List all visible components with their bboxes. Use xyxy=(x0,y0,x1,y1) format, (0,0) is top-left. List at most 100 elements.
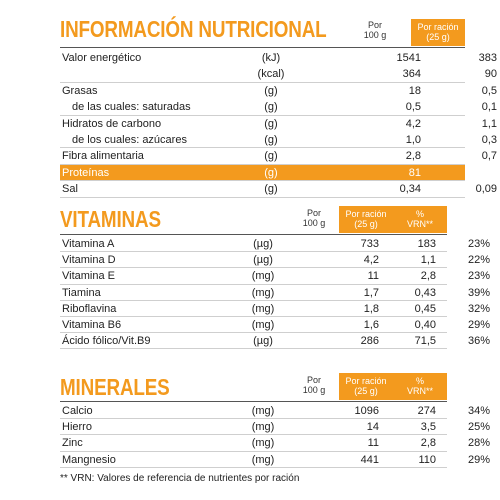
header-por-line1: Por xyxy=(306,208,321,218)
vitaminas-title: VITAMINAS xyxy=(60,206,161,232)
row-unit: (mg) xyxy=(251,319,275,331)
row-vrn: 29% xyxy=(467,319,490,331)
row-divider xyxy=(60,114,465,116)
row-per100: 441 xyxy=(360,453,379,466)
table-row: Mangnesio (mg) 441 110 29% xyxy=(60,452,490,468)
row-per100: 1541 xyxy=(396,52,421,64)
table-row: Tiamina (mg) 1,7 0,43 39% xyxy=(60,285,490,301)
row-divider xyxy=(60,466,447,468)
row-unit: (mg) xyxy=(251,302,275,315)
table-row: Riboflavina (mg) 1,8 0,45 32% xyxy=(60,301,490,317)
row-divider xyxy=(60,434,447,436)
row-unit: (mg) xyxy=(251,405,275,417)
row-per100: 4,2 xyxy=(363,254,379,267)
row-label: Hidratos de carbono xyxy=(62,117,162,130)
row-racion: 0,43 xyxy=(414,286,436,299)
minerales-title: MINERALES xyxy=(60,374,170,400)
table-row: Calcio (mg) 1096 274 34% xyxy=(60,403,490,419)
row-unit: (g) xyxy=(264,166,278,179)
table-row: de los cuales: azúcares (g) 1,0 0,3 xyxy=(60,132,497,148)
row-divider xyxy=(60,418,447,420)
table-row: Sal (g) 0,34 0,09 xyxy=(60,181,497,197)
row-unit: (kJ) xyxy=(261,52,281,64)
row-label: Fibra alimentaria xyxy=(62,150,144,163)
row-vrn: 25% xyxy=(467,421,490,434)
row-divider xyxy=(60,147,465,149)
nutricional-header-por: Por 100 g xyxy=(350,20,400,40)
row-per100: 2,8 xyxy=(405,150,421,163)
row-vrn: 23% xyxy=(467,270,490,283)
row-racion: 110 xyxy=(418,453,436,466)
row-label: Zinc xyxy=(62,437,83,450)
row-unit: (g) xyxy=(264,183,278,196)
row-unit: (µg) xyxy=(253,335,273,348)
row-unit: (mg) xyxy=(251,286,275,299)
table-row: Valor energético (kJ) 1541 383 xyxy=(60,50,497,66)
row-racion: 383 xyxy=(478,52,497,64)
row-divider xyxy=(60,283,447,285)
minerales-header-vrn: % VRN** xyxy=(393,373,447,400)
header-por-line2: 100 g xyxy=(302,385,326,395)
row-label: Hierro xyxy=(62,421,92,434)
row-divider xyxy=(60,163,465,165)
header-por-line2: 100 g xyxy=(363,30,387,40)
table-row: Ácido fólico/Vit.B9 (µg) 286 71,5 36% xyxy=(60,333,490,349)
table-row: Zinc (mg) 11 2,8 28% xyxy=(60,435,490,451)
row-vrn: 39% xyxy=(467,286,490,299)
footnote: ** VRN: Valores de referencia de nutrien… xyxy=(60,473,300,484)
row-per100: 14 xyxy=(366,421,379,434)
row-label: Vitamina B6 xyxy=(62,319,122,331)
row-divider xyxy=(60,251,447,253)
table-row: Vitamina E (mg) 11 2,8 23% xyxy=(60,268,490,284)
vitaminas-header-divider xyxy=(60,234,447,235)
row-label: Mangnesio xyxy=(62,453,116,466)
row-unit: (µg) xyxy=(253,238,273,250)
row-divider xyxy=(60,299,447,301)
table-row: de las cuales: saturadas (g) 0,5 0,1 xyxy=(60,99,497,115)
row-divider xyxy=(60,196,465,198)
row-per100: 1096 xyxy=(354,405,379,417)
row-racion: 0,7 xyxy=(481,150,497,163)
table-row: Fibra alimentaria (g) 2,8 0,7 xyxy=(60,148,497,164)
row-racion: 183 xyxy=(417,238,436,250)
row-per100: 0,5 xyxy=(405,101,421,114)
row-racion: 274 xyxy=(417,405,436,417)
row-racion: 0,40 xyxy=(414,319,436,331)
row-label: Valor energético xyxy=(62,52,142,64)
header-por-line1: Por xyxy=(306,375,321,385)
table-row: Vitamina A (µg) 733 183 23% xyxy=(60,236,490,252)
row-vrn: 23% xyxy=(467,238,490,250)
table-row: (kcal) 364 90 xyxy=(60,66,497,82)
row-racion: 3,5 xyxy=(420,421,436,434)
header-vrn-line2: VRN** xyxy=(406,386,433,396)
header-racion-line2: (25 g) xyxy=(354,386,378,396)
row-label: Tiamina xyxy=(62,286,101,299)
row-label: Calcio xyxy=(62,405,93,417)
row-label: Ácido fólico/Vit.B9 xyxy=(62,335,151,348)
row-racion: 0,1 xyxy=(481,101,497,114)
row-vrn: 22% xyxy=(467,254,490,267)
row-divider xyxy=(60,267,447,269)
table-row: Hidratos de carbono (g) 4,2 1,1 xyxy=(60,116,497,132)
table-row: Proteínas (g) 81 20 xyxy=(60,164,497,181)
row-label: Vitamina E xyxy=(62,270,115,283)
row-per100: 81 xyxy=(408,166,421,179)
row-unit: (g) xyxy=(264,84,278,97)
vitaminas-header-racion: Por ración (25 g) xyxy=(339,206,393,233)
row-unit: (mg) xyxy=(251,453,275,466)
row-label: Proteínas xyxy=(62,166,110,179)
header-vrn-line1: % xyxy=(415,209,424,219)
row-vrn: 34% xyxy=(467,405,490,417)
minerales-header-racion: Por ración (25 g) xyxy=(339,373,393,400)
row-unit: (mg) xyxy=(251,270,275,283)
row-per100: 11 xyxy=(367,437,379,450)
row-unit: (µg) xyxy=(253,254,273,267)
header-vrn-line2: VRN** xyxy=(406,219,433,229)
row-unit: (g) xyxy=(264,101,278,114)
row-racion: 20 xyxy=(484,166,497,179)
row-per100: 733 xyxy=(360,238,379,250)
header-racion-line1: Por ración xyxy=(345,376,387,386)
table-row: Grasas (g) 18 0,5 xyxy=(60,83,497,99)
minerales-header-por: Por 100 g xyxy=(289,375,339,395)
minerales-header-divider xyxy=(60,401,447,402)
